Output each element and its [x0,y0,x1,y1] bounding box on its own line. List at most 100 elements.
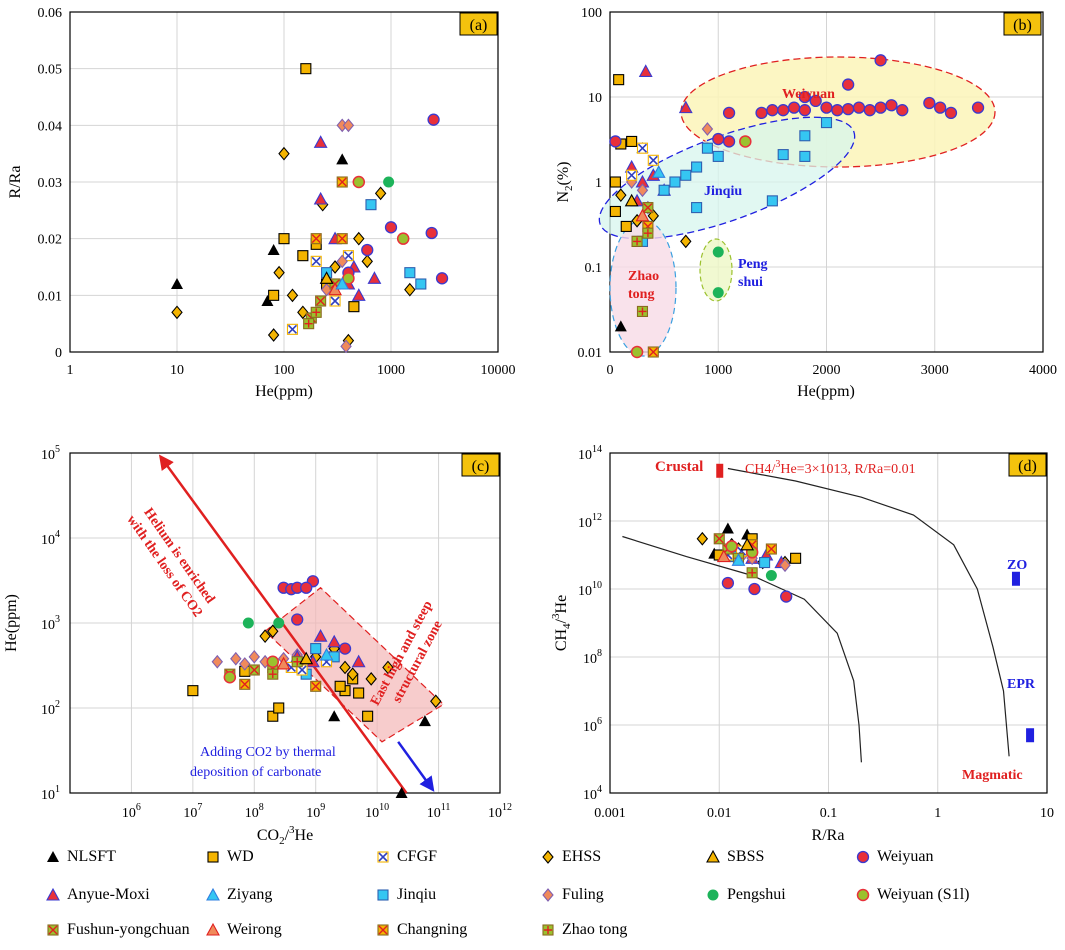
data-point [396,232,410,245]
legend-marker [377,851,389,863]
data-point [310,643,322,655]
data-point [299,651,314,665]
legend-item-ziyang: Ziyang [205,884,272,906]
data-point [713,533,725,545]
data-point [642,227,654,239]
data-point [297,250,309,262]
legend-symbol [377,924,389,936]
y-tick-label: 1014 [578,444,602,463]
legend-symbol [856,850,870,864]
x-tick-label: 1 [934,806,941,821]
crustal-label: Crustal [655,459,703,475]
data-point [615,188,627,203]
data-point [820,117,833,129]
data-point [799,150,811,162]
data-point [725,540,738,553]
data-point [374,186,387,201]
x-tick-label: 0.001 [594,806,626,821]
data-point [630,345,644,359]
legend-label: Weiyuan [877,848,934,865]
magmatic-label: Magmatic [962,768,1023,783]
data-point [609,205,621,218]
data-point [624,193,639,207]
legend-item-weiyuan: Weiyuan [855,846,933,868]
legend-label: Fuling [562,886,604,903]
data-point [276,656,291,670]
data-point [746,567,758,579]
x-tick-label: 1012 [488,802,512,821]
data-point [273,265,285,280]
data-point [740,537,755,551]
data-point [430,694,442,709]
epr-label: EPR [1007,677,1036,692]
data-point [934,101,947,114]
legend-symbol [377,851,389,863]
panel-d-frame [609,452,1048,794]
data-point [701,142,713,154]
thermal-deposition-text: deposition of carbonate [190,765,321,780]
x-tick-label: 0.01 [707,806,732,821]
data-point [647,154,659,166]
panel-a-frame [69,11,499,353]
data-point [739,135,752,148]
data-point [759,556,771,569]
x-tick-label: 0.1 [820,806,838,821]
panel-a: 1 10 100 1000 10000 0 0.01 0.02 0.03 0.04 0.05 0.06… [7,6,516,400]
y-tick-label: 1012 [578,512,602,531]
data-point [779,558,791,573]
legend-marker [47,924,59,936]
data-point [273,617,285,629]
data-point [171,305,183,320]
data-point [384,221,398,234]
legend-marker [206,887,220,901]
panel-b-ylabel: N2(%) [555,161,575,202]
legend-item-changning: Changning [375,919,467,941]
data-point [712,287,724,299]
panel-b-label: (b) [1013,17,1032,34]
legend-symbol [707,889,719,901]
data-point [658,184,670,196]
legend-symbol [46,887,60,901]
legend-marker [47,851,59,862]
data-point [874,101,887,114]
panel-d-badge [1008,453,1047,477]
data-point [636,183,649,198]
data-point [842,102,855,116]
y-tick-label: 1010 [578,580,602,599]
data-point [636,142,649,154]
data-point [382,660,394,675]
mixing-curve-1 [622,535,862,763]
data-point [809,94,822,108]
data-point [336,153,349,165]
co2-addition-arrow [397,741,435,792]
panel-b-badge [1003,12,1042,36]
data-point [336,176,348,188]
data-point [635,208,650,222]
legend-marker [377,924,389,936]
data-point [680,234,692,249]
legend-symbol [207,851,219,863]
data-point [766,104,779,117]
data-point [319,647,334,661]
data-point [278,146,290,161]
x-tick-label: 1000 [377,363,405,378]
data-point [361,254,373,269]
panel-d: 0.001 0.01 0.1 1 10 104 106 108 1010 1012 1014 Cru… [550,444,1054,844]
data-point [651,165,666,178]
data-point [885,99,898,112]
data-point [352,175,366,189]
data-point [620,220,632,232]
y-tick-label: 10 [588,91,602,106]
panel-a-label: (a) [470,17,488,34]
data-point [842,78,855,91]
data-point [362,710,374,722]
y-tick-label: 104 [41,529,60,548]
data-point [327,634,342,648]
panel-c: 106 107 108 109 1010 1011 1012101102103104105 … [3,444,512,847]
x-tick-label: 109 [306,802,325,821]
data-point [297,305,309,320]
data-point [336,254,348,269]
data-point [427,113,440,126]
y-tick-label: 106 [583,716,602,735]
data-point [239,657,251,671]
